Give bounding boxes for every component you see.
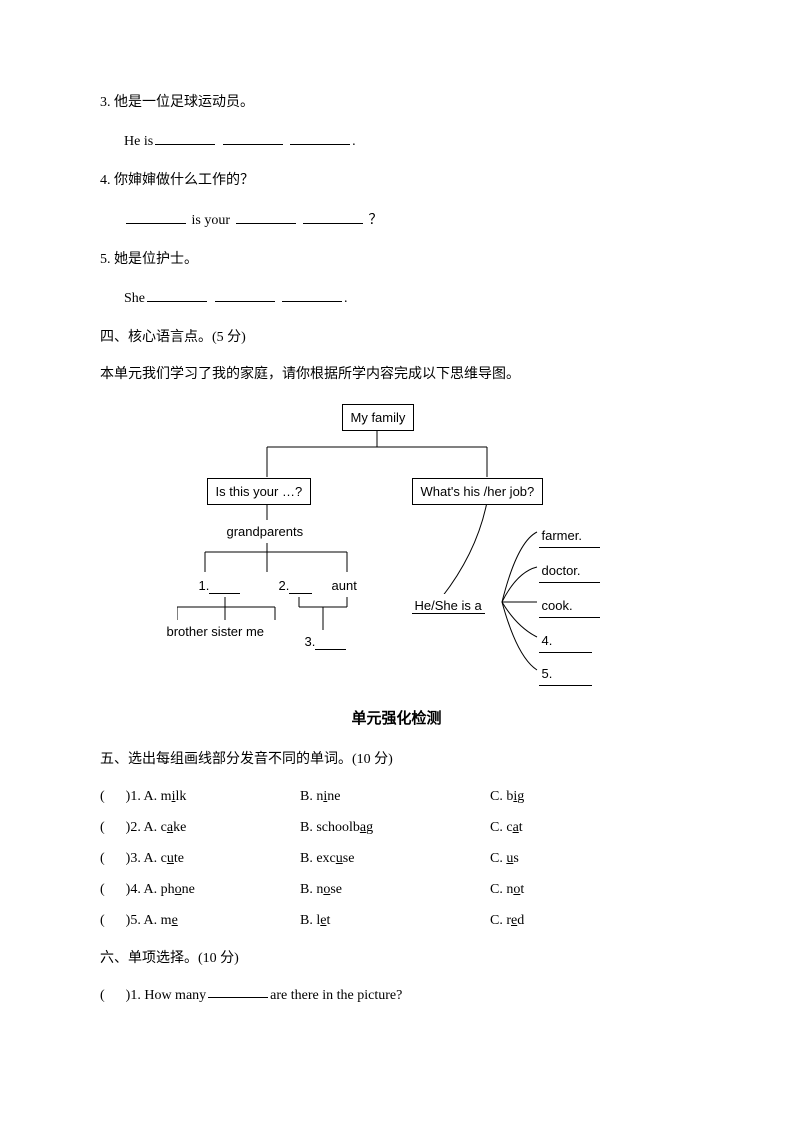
mindmap-aunt: aunt	[332, 574, 357, 597]
q4-text: 你婶婶做什么工作的？	[114, 173, 254, 188]
q3-pre: He is	[124, 134, 153, 149]
mindmap-job-1: farmer.	[539, 524, 600, 548]
q5-chinese: 5. 她是位护士。	[100, 247, 693, 272]
q5-fill[interactable]: She .	[100, 286, 693, 311]
s6-q1-pre: )1. How many	[126, 983, 207, 1008]
mindmap-left-q: Is this your …?	[207, 478, 312, 505]
unit-title: 单元强化检测	[100, 706, 693, 733]
section-5-heading: 五、选出每组画线部分发音不同的单词。(10 分)	[100, 747, 693, 772]
mindmap-heis: He/She is a	[412, 594, 485, 617]
s6-q1[interactable]: ( )1. How many are there in the picture?	[100, 983, 693, 1008]
blank[interactable]	[215, 287, 275, 302]
q3-post: .	[352, 134, 356, 149]
q3-chinese: 3. 他是一位足球运动员。	[100, 90, 693, 115]
mindmap-job-4[interactable]: 4.	[539, 629, 593, 653]
blank[interactable]	[236, 209, 296, 224]
s5-row[interactable]: ( )5. A. meB. letC. red	[100, 908, 693, 933]
section-4-desc: 本单元我们学习了我的家庭，请你根据所学内容完成以下思维导图。	[100, 362, 693, 387]
mindmap-root: My family	[342, 404, 415, 431]
q4-mid: is your	[188, 213, 234, 228]
q4-num: 4.	[100, 173, 114, 188]
q3-text: 他是一位足球运动员。	[114, 95, 254, 110]
mindmap-blank-2[interactable]: 2.	[279, 574, 313, 597]
q5-post: .	[344, 291, 348, 306]
s5-row[interactable]: ( )1. A. milkB. nineC. big	[100, 784, 693, 809]
mindmap-right-q: What's his /her job?	[412, 478, 544, 505]
mindmap-job-2: doctor.	[539, 559, 600, 583]
mindmap-blank-1[interactable]: 1.	[199, 574, 241, 597]
q5-pre: She	[124, 291, 145, 306]
mindmap-diagram: My family Is this your …? What's his /he…	[177, 402, 617, 692]
s5-row[interactable]: ( )4. A. phoneB. noseC. not	[100, 877, 693, 902]
blank[interactable]	[303, 209, 363, 224]
mindmap-bsm: brother sister me	[167, 620, 265, 643]
mindmap-grandparents: grandparents	[227, 520, 304, 543]
blank[interactable]	[223, 130, 283, 145]
section-6-heading: 六、单项选择。(10 分)	[100, 946, 693, 971]
blank[interactable]	[126, 209, 186, 224]
blank[interactable]	[155, 130, 215, 145]
q3-num: 3.	[100, 95, 114, 110]
s6-q1-post: are there in the picture?	[270, 983, 402, 1008]
blank[interactable]	[147, 287, 207, 302]
mindmap-blank-3[interactable]: 3.	[305, 630, 347, 653]
blank[interactable]	[208, 983, 268, 998]
s5-row[interactable]: ( )3. A. cuteB. excuseC. us	[100, 846, 693, 871]
q5-num: 5.	[100, 252, 114, 267]
q5-text: 她是位护士。	[114, 252, 198, 267]
s5-row[interactable]: ( )2. A. cakeB. schoolbagC. cat	[100, 815, 693, 840]
mindmap-job-3: cook.	[539, 594, 600, 618]
blank[interactable]	[282, 287, 342, 302]
blank[interactable]	[290, 130, 350, 145]
q3-fill[interactable]: He is .	[100, 129, 693, 154]
section-4-heading: 四、核心语言点。(5 分)	[100, 325, 693, 350]
q4-chinese: 4. 你婶婶做什么工作的？	[100, 168, 693, 193]
q4-fill[interactable]: is your ？	[100, 208, 693, 233]
mindmap-job-5[interactable]: 5.	[539, 662, 593, 686]
q4-end: ？	[365, 213, 383, 228]
